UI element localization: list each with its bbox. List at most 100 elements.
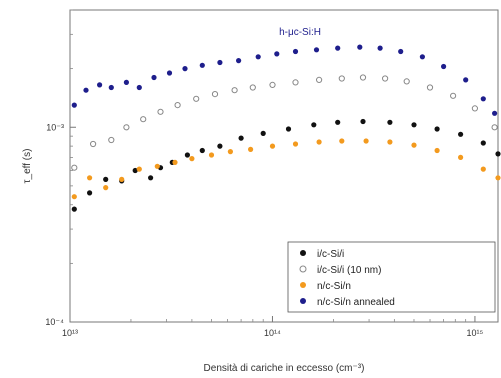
data-point	[211, 91, 219, 98]
data-point	[419, 54, 425, 60]
data-point	[83, 87, 89, 93]
legend-marker-3	[300, 298, 306, 304]
data-point	[136, 166, 142, 172]
data-point	[495, 151, 501, 157]
legend-label-1: i/c-Si/i (10 nm)	[317, 265, 381, 276]
series-layer	[71, 44, 501, 212]
data-point	[249, 84, 256, 91]
data-point	[71, 164, 78, 171]
data-point	[274, 51, 280, 57]
data-point	[255, 54, 261, 60]
data-point	[382, 75, 389, 82]
legend-label-3: n/c-Si/n annealed	[317, 297, 395, 308]
data-point	[151, 74, 157, 81]
data-point	[335, 45, 341, 51]
data-point	[339, 138, 345, 144]
data-point	[166, 70, 173, 76]
data-point	[403, 78, 410, 85]
data-point	[199, 147, 205, 154]
data-point	[199, 62, 205, 68]
x-tick-label: 10¹⁴	[264, 328, 281, 338]
data-point	[357, 44, 363, 50]
legend-marker-0	[300, 250, 306, 256]
data-point	[97, 82, 103, 88]
data-point	[108, 84, 114, 91]
data-point	[140, 116, 147, 123]
data-point	[387, 139, 393, 145]
data-point	[123, 79, 129, 85]
data-point	[434, 126, 440, 132]
legend-box	[287, 241, 496, 313]
data-point	[292, 79, 299, 86]
data-point	[182, 66, 188, 72]
legend-label-0: i/c-Si/i	[317, 249, 344, 260]
x-tick-label: 10¹³	[62, 328, 78, 338]
data-point	[217, 59, 223, 66]
data-point	[103, 185, 109, 191]
data-point	[441, 63, 447, 70]
data-point	[71, 102, 77, 108]
data-point	[119, 176, 125, 182]
data-point	[387, 119, 393, 125]
data-point	[495, 175, 501, 181]
data-point	[398, 48, 404, 55]
data-point	[227, 149, 233, 155]
data-point	[269, 143, 276, 149]
data-point	[377, 45, 383, 51]
data-point	[236, 58, 242, 64]
data-point	[87, 190, 93, 196]
y-tick-label: 10⁻⁴	[45, 317, 64, 327]
data-point	[311, 122, 317, 128]
axis-ticks: 10¹³ 10¹⁴ 10¹⁵ 10⁻⁴ 10⁻³	[45, 9, 484, 338]
data-point	[189, 156, 195, 162]
legend-label-2: n/c-Si/n	[317, 281, 351, 292]
data-point	[480, 96, 486, 102]
data-point	[411, 142, 417, 148]
data-point	[123, 124, 130, 131]
data-point	[248, 146, 254, 152]
data-point	[458, 154, 464, 160]
data-point	[363, 138, 369, 144]
data-point	[238, 135, 244, 141]
data-point	[492, 110, 498, 116]
data-point	[450, 92, 457, 99]
data-point	[148, 175, 154, 181]
data-point	[193, 95, 200, 102]
y-tick-label: 10⁻³	[46, 122, 64, 132]
data-point	[231, 87, 238, 94]
data-point	[480, 140, 486, 146]
data-point	[103, 176, 109, 182]
data-point	[154, 163, 160, 169]
legend-marker-1	[299, 265, 307, 273]
data-point	[292, 141, 299, 147]
data-point	[90, 140, 97, 148]
data-point	[491, 124, 498, 131]
data-point	[132, 167, 138, 174]
data-point	[157, 108, 164, 115]
data-point	[463, 77, 469, 83]
data-point	[335, 119, 341, 125]
series-annotation: h-μc-Si:H	[279, 27, 321, 38]
data-point	[426, 84, 434, 91]
data-point	[411, 122, 417, 128]
data-point	[269, 81, 276, 89]
data-point	[217, 143, 223, 149]
series-1	[71, 74, 498, 171]
data-point	[71, 194, 77, 200]
data-point	[87, 175, 93, 181]
data-point	[434, 147, 440, 154]
data-point	[458, 131, 464, 137]
data-point	[471, 105, 478, 112]
data-point	[316, 76, 323, 84]
data-point	[338, 75, 345, 82]
data-point	[208, 152, 215, 158]
data-point	[260, 130, 266, 136]
series-2	[71, 138, 501, 200]
data-point	[172, 159, 178, 165]
data-point	[184, 152, 190, 158]
data-point	[108, 136, 115, 144]
data-point	[136, 84, 142, 91]
data-point	[480, 166, 486, 172]
data-point	[313, 47, 320, 53]
